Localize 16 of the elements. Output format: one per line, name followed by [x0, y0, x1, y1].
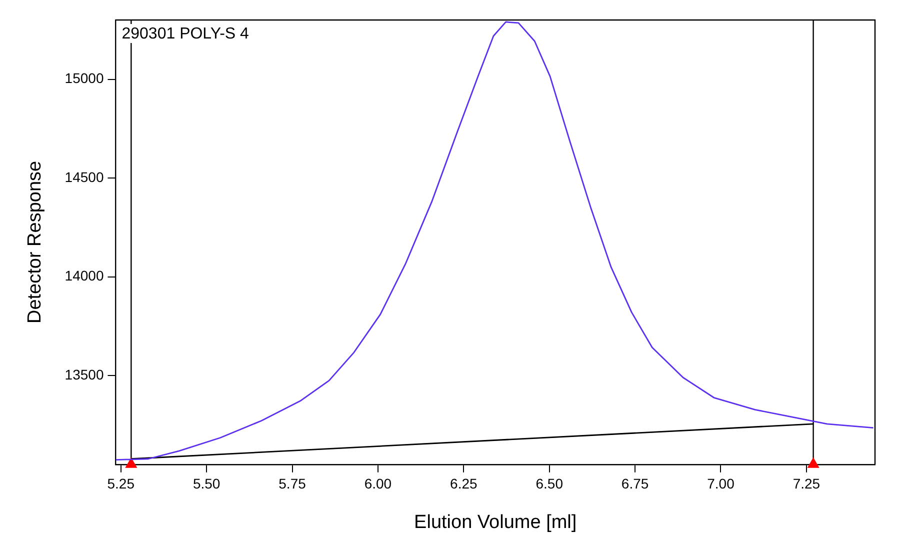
x-tick-label: 6.25: [450, 476, 478, 492]
y-tick-label: 14500: [64, 168, 104, 185]
y-tick-label: 14000: [64, 268, 104, 284]
x-tick-label: 6.75: [621, 476, 649, 492]
y-axis-title: Detector Response: [24, 160, 46, 324]
x-tick-label: 5.50: [192, 476, 220, 492]
annotation: 290301 POLY-S 4: [122, 25, 250, 42]
x-tick-label: 6.50: [536, 476, 564, 492]
x-tick-label: 7.00: [707, 476, 735, 492]
x-tick-label: 7.25: [792, 476, 820, 492]
x-axis-title: Elution Volume [ml]: [414, 512, 577, 533]
y-tick-label: 15000: [64, 70, 104, 86]
x-tick-label: 5.75: [278, 476, 306, 492]
x-tick-label: 5.25: [107, 476, 135, 492]
y-tick-label: 13500: [64, 366, 104, 382]
x-tick-label: 6.00: [364, 476, 392, 492]
